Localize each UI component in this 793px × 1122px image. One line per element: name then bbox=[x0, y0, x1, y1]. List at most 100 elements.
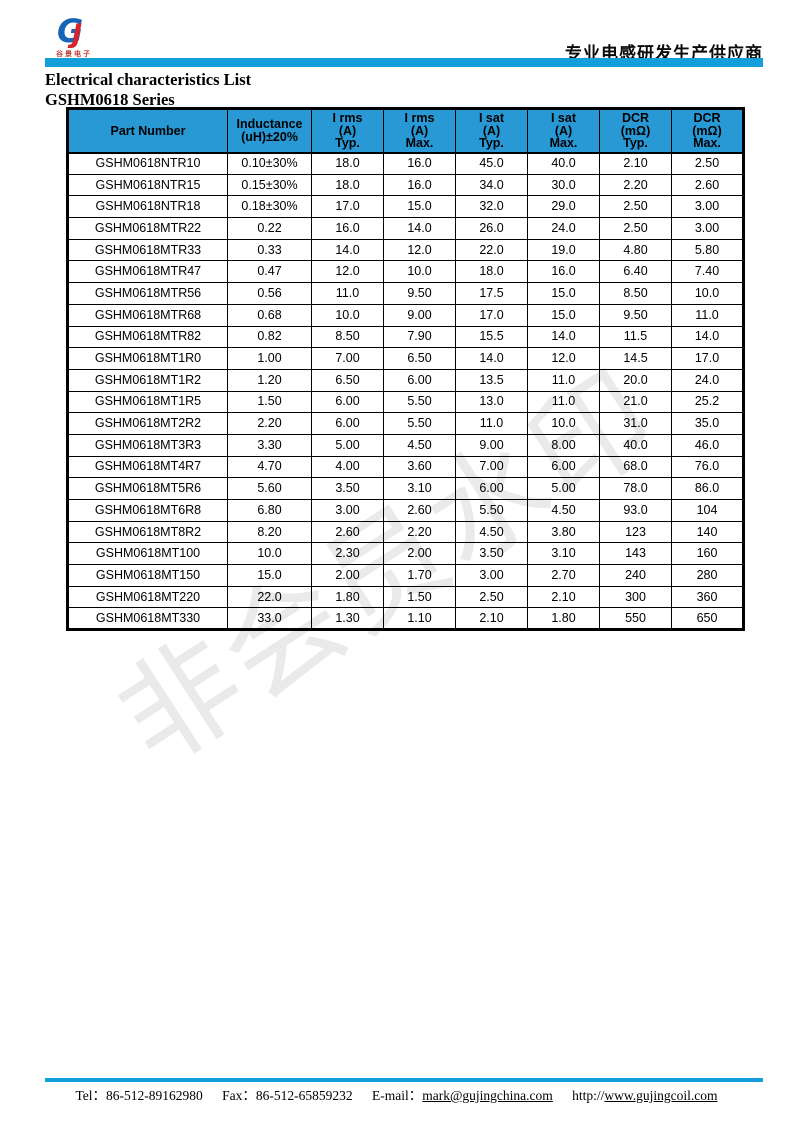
email-link[interactable]: mark@gujingchina.com bbox=[422, 1088, 553, 1103]
value-cell: 10.0 bbox=[383, 260, 456, 284]
value-cell: 2.20 bbox=[227, 412, 312, 435]
value-cell: 20.0 bbox=[599, 368, 672, 392]
value-cell: 6.80 bbox=[227, 499, 312, 522]
value-cell: 16.0 bbox=[383, 173, 456, 197]
value-cell: 7.00 bbox=[311, 347, 384, 370]
value-cell: 10.0 bbox=[527, 412, 600, 435]
value-cell: 0.15±30% bbox=[227, 173, 312, 197]
email-label: E-mail： bbox=[372, 1088, 423, 1103]
value-cell: 6.50 bbox=[383, 347, 456, 370]
value-cell: 13.5 bbox=[455, 368, 528, 392]
table-row: GSHM0618NTR15 0.15±30% 18.0 16.0 34.0 30.0 2.2… bbox=[67, 173, 744, 197]
part-number-cell: GSHM0618NTR10 bbox=[67, 152, 228, 175]
value-cell: 3.60 bbox=[383, 455, 456, 479]
value-cell: 2.50 bbox=[455, 585, 528, 609]
column-header-line: Part Number bbox=[110, 123, 186, 138]
column-header-line: Max. bbox=[405, 136, 434, 150]
column-header-line: Typ. bbox=[623, 136, 648, 150]
value-cell: 86.0 bbox=[671, 477, 744, 500]
column-header-line: Max. bbox=[549, 136, 578, 150]
value-cell: 3.00 bbox=[671, 217, 744, 240]
value-cell: 4.50 bbox=[527, 499, 600, 522]
value-cell: 24.0 bbox=[671, 368, 744, 392]
column-header-line: I sat bbox=[550, 111, 576, 125]
column-header-line: (mΩ) bbox=[620, 123, 651, 138]
value-cell: 9.50 bbox=[383, 282, 456, 305]
value-cell: 3.00 bbox=[671, 195, 744, 219]
column-header: DCR (mΩ) Typ. bbox=[599, 108, 672, 154]
column-header-line: I rms bbox=[404, 111, 435, 125]
value-cell: 2.30 bbox=[311, 542, 384, 566]
brand-logo: G J 谷景电子 bbox=[56, 12, 116, 59]
part-number-cell: GSHM0618MT8R2 bbox=[67, 520, 228, 544]
value-cell: 18.0 bbox=[455, 260, 528, 284]
column-header: I rms (A) Max. bbox=[383, 108, 456, 154]
value-cell: 22.0 bbox=[455, 238, 528, 262]
value-cell: 76.0 bbox=[671, 455, 744, 479]
value-cell: 30.0 bbox=[527, 173, 600, 197]
value-cell: 5.50 bbox=[383, 390, 456, 414]
value-cell: 93.0 bbox=[599, 499, 672, 522]
value-cell: 104 bbox=[671, 499, 744, 522]
value-cell: 6.00 bbox=[311, 390, 384, 414]
table-row: GSHM0618MTR47 0.47 12.0 10.0 18.0 16.0 6.40 7.4… bbox=[67, 260, 744, 284]
column-header: I sat (A) Typ. bbox=[455, 108, 528, 154]
value-cell: 17.0 bbox=[455, 303, 528, 327]
part-number-cell: GSHM0618MTR82 bbox=[67, 325, 228, 349]
value-cell: 5.00 bbox=[527, 477, 600, 500]
value-cell: 3.00 bbox=[311, 499, 384, 522]
value-cell: 3.80 bbox=[527, 520, 600, 544]
value-cell: 10.0 bbox=[671, 282, 744, 305]
value-cell: 11.0 bbox=[311, 282, 384, 305]
table-row: GSHM0618MT8R2 8.20 2.60 2.20 4.50 3.80 123 140 bbox=[67, 520, 744, 544]
value-cell: 2.10 bbox=[455, 607, 528, 631]
value-cell: 15.0 bbox=[527, 282, 600, 305]
value-cell: 14.0 bbox=[455, 347, 528, 370]
value-cell: 6.00 bbox=[383, 368, 456, 392]
value-cell: 14.0 bbox=[671, 325, 744, 349]
svg-text:G: G bbox=[57, 12, 83, 48]
website-link[interactable]: www.gujingcoil.com bbox=[604, 1088, 718, 1103]
value-cell: 3.50 bbox=[311, 477, 384, 500]
value-cell: 240 bbox=[599, 564, 672, 587]
value-cell: 0.10±30% bbox=[227, 152, 312, 175]
series-subtitle: GSHM0618 Series bbox=[45, 90, 175, 109]
value-cell: 6.50 bbox=[311, 368, 384, 392]
value-cell: 15.5 bbox=[455, 325, 528, 349]
column-header-line: (A) bbox=[554, 123, 573, 138]
part-number-cell: GSHM0618MT4R7 bbox=[67, 455, 228, 479]
value-cell: 5.00 bbox=[311, 433, 384, 457]
value-cell: 1.80 bbox=[311, 585, 384, 609]
table-row: GSHM0618MTR33 0.33 14.0 12.0 22.0 19.0 4.80 5.8… bbox=[67, 238, 744, 262]
value-cell: 11.0 bbox=[527, 390, 600, 414]
value-cell: 5.80 bbox=[671, 238, 744, 262]
value-cell: 2.10 bbox=[599, 152, 672, 175]
value-cell: 35.0 bbox=[671, 412, 744, 435]
value-cell: 46.0 bbox=[671, 433, 744, 457]
column-header-line: Inductance bbox=[236, 117, 303, 132]
value-cell: 300 bbox=[599, 585, 672, 609]
value-cell: 17.0 bbox=[311, 195, 384, 219]
value-cell: 2.60 bbox=[311, 520, 384, 544]
value-cell: 5.60 bbox=[227, 477, 312, 500]
value-cell: 40.0 bbox=[599, 433, 672, 457]
part-number-cell: GSHM0618MT220 bbox=[67, 585, 228, 609]
value-cell: 17.0 bbox=[671, 347, 744, 370]
value-cell: 0.68 bbox=[227, 303, 312, 327]
value-cell: 40.0 bbox=[527, 152, 600, 175]
value-cell: 10.0 bbox=[227, 542, 312, 566]
value-cell: 32.0 bbox=[455, 195, 528, 219]
value-cell: 2.20 bbox=[383, 520, 456, 544]
column-header-line: DCR bbox=[621, 111, 650, 125]
value-cell: 3.00 bbox=[455, 564, 528, 587]
column-header: I sat (A) Max. bbox=[527, 108, 600, 154]
column-header-line: I sat bbox=[478, 111, 504, 125]
value-cell: 0.82 bbox=[227, 325, 312, 349]
value-cell: 34.0 bbox=[455, 173, 528, 197]
value-cell: 1.70 bbox=[383, 564, 456, 587]
value-cell: 160 bbox=[671, 542, 744, 566]
value-cell: 0.47 bbox=[227, 260, 312, 284]
footer-divider-bar bbox=[45, 1078, 763, 1082]
table-row: GSHM0618MT5R6 5.60 3.50 3.10 6.00 5.00 78.0 86.… bbox=[67, 477, 744, 500]
table-row: GSHM0618MT4R7 4.70 4.00 3.60 7.00 6.00 68.0 76.… bbox=[67, 455, 744, 479]
